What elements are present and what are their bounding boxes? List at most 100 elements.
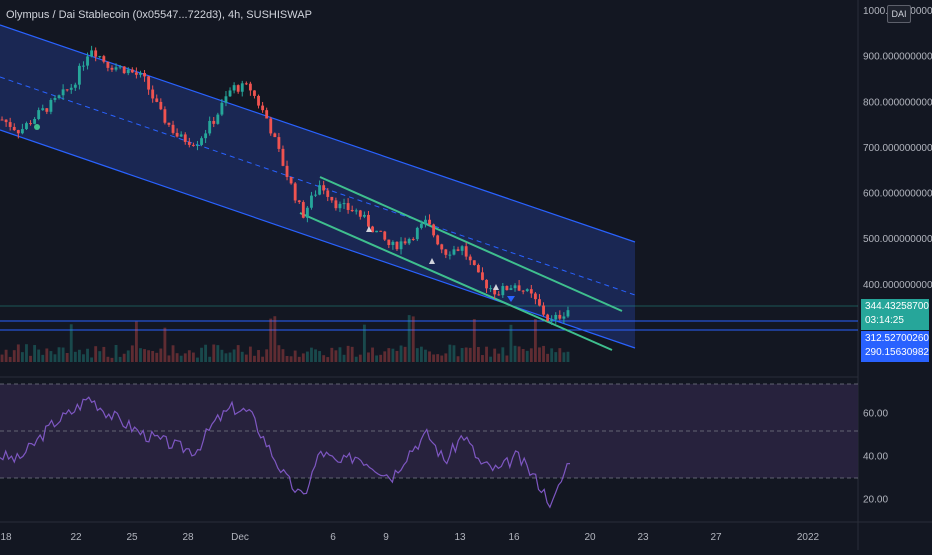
volume-bar	[318, 351, 322, 362]
candle-body	[424, 219, 427, 224]
candle-body	[77, 65, 81, 85]
volume-bar	[297, 356, 301, 362]
volume-bar	[4, 349, 8, 362]
candle-body	[305, 207, 309, 218]
volume-bar	[232, 349, 236, 362]
volume-bar	[220, 349, 224, 362]
volume-bar	[73, 351, 77, 362]
volume-bar	[257, 350, 260, 362]
chart-title: Olympus / Dai Stablecoin (0x05547...722d…	[6, 9, 312, 21]
candle-body	[65, 89, 69, 91]
volume-bar	[489, 356, 493, 362]
volume-bar	[533, 319, 537, 362]
candle-body	[273, 133, 277, 138]
volume-bar	[424, 349, 427, 362]
volume-bar	[456, 356, 460, 362]
time-axis-ticks: 18 22 25 28 Dec 6 9 13 16 20 23 27 2022	[0, 532, 819, 543]
time-tick-label: 27	[710, 532, 722, 543]
candle-body	[432, 224, 436, 236]
candle-body	[240, 83, 244, 92]
candle-body	[82, 65, 85, 67]
volume-bar	[240, 351, 244, 362]
candle-body	[509, 288, 513, 291]
volume-bar	[529, 348, 533, 362]
candle-body	[501, 286, 505, 296]
candle-body	[53, 97, 57, 100]
volume-bar	[45, 348, 49, 362]
candle-body	[497, 294, 501, 296]
time-tick-label: Dec	[231, 532, 249, 543]
time-tick-label: 28	[182, 532, 194, 543]
volume-bar	[562, 352, 566, 362]
time-tick-label: 25	[126, 532, 138, 543]
volume-bar	[375, 355, 379, 362]
candle-body	[289, 177, 293, 184]
candle-body	[257, 95, 260, 106]
candle-body	[367, 214, 370, 227]
volume-bar	[8, 356, 12, 362]
candle-body	[346, 203, 350, 210]
volume-bar	[391, 348, 395, 362]
candle-body	[212, 120, 216, 124]
volume-bar	[49, 351, 53, 362]
volume-bar	[171, 345, 175, 362]
volume-bar	[509, 324, 513, 362]
candle-body	[69, 87, 73, 90]
candle-body	[310, 195, 313, 208]
volume-bar	[86, 348, 89, 362]
candle-body	[110, 67, 114, 70]
time-tick-label: 22	[70, 532, 82, 543]
rsi-tick-label: 40.00	[863, 451, 888, 462]
candle-body	[261, 105, 265, 111]
volume-bar	[143, 349, 146, 362]
volume-bar	[464, 347, 468, 362]
rsi-tick-label: 20.00	[863, 494, 888, 505]
candle-body	[485, 279, 488, 289]
volume-bar	[163, 327, 167, 362]
volume-bar	[485, 346, 488, 362]
candle-body	[25, 123, 28, 130]
candle-body	[481, 272, 484, 280]
volume-bar	[362, 324, 366, 362]
volume-bar	[436, 354, 440, 362]
candle-body	[253, 90, 256, 96]
wedge-lower-line	[299, 212, 613, 351]
price-tick-label: 600.0000000000	[863, 189, 932, 200]
candle-body	[379, 230, 383, 232]
currency-badge[interactable]: DAI	[887, 5, 911, 23]
candle-body	[428, 219, 431, 225]
channel-lower-line	[0, 129, 636, 349]
candle-body	[476, 265, 480, 273]
volume-bar	[261, 356, 265, 362]
volume-bar	[293, 350, 297, 362]
candle-body	[440, 244, 444, 250]
volume-bar	[326, 357, 330, 362]
volume-bar	[57, 347, 61, 362]
volume-bar	[415, 348, 419, 362]
volume-bar	[265, 349, 269, 362]
volume-bar	[338, 347, 342, 362]
volume-bar	[334, 350, 338, 362]
candle-body	[517, 285, 521, 291]
candle-body	[29, 123, 32, 125]
volume-bar	[114, 344, 118, 362]
candle-body	[318, 185, 322, 195]
volume-bar	[542, 345, 545, 362]
candle-body	[452, 249, 456, 255]
volume-bar	[354, 356, 358, 362]
candle-body	[338, 203, 342, 209]
candle-body	[330, 196, 334, 201]
candle-body	[436, 235, 440, 245]
volume-bar	[301, 353, 305, 362]
candle-body	[106, 61, 110, 68]
signal-marker	[34, 124, 40, 130]
candle-body	[208, 120, 212, 134]
time-tick-label: 23	[637, 532, 649, 543]
volume-bar	[90, 357, 94, 362]
volume-bar	[106, 356, 110, 362]
candle-body	[126, 69, 130, 74]
volume-bar	[501, 347, 505, 362]
volume-bar	[151, 350, 155, 362]
